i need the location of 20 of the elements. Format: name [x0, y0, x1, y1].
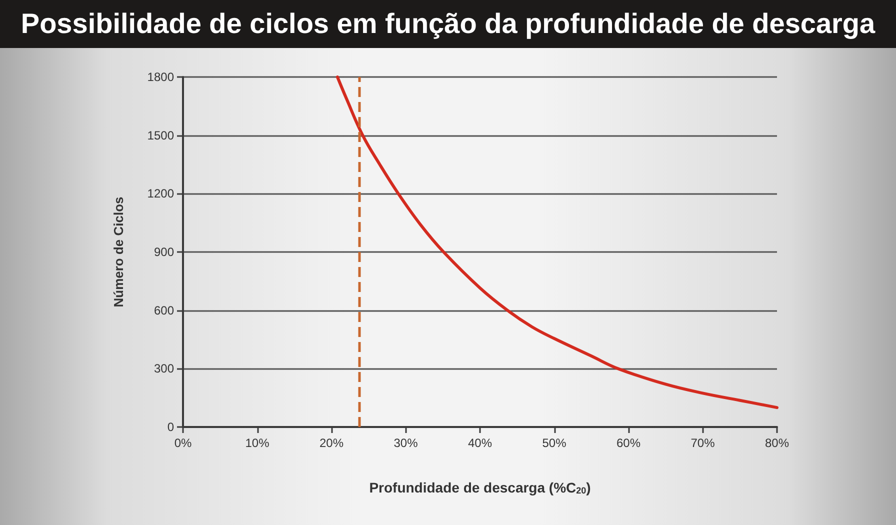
x-tick-label: 0% [174, 436, 192, 450]
x-tick-label: 30% [394, 436, 418, 450]
x-tick-label: 50% [542, 436, 567, 450]
y-tick-label: 1200 [147, 186, 174, 201]
y-tick-label: 300 [154, 362, 174, 376]
line-series [336, 76, 778, 410]
x-tick-label: 70% [690, 436, 716, 450]
x-tick-label: 10% [245, 436, 270, 450]
x-axis-title: Profundidade de descarga (%C20) [369, 480, 591, 496]
y-tick-label: 600 [154, 303, 174, 318]
x-tick-label: 40% [468, 436, 492, 450]
y-tick-label: 1800 [147, 70, 174, 84]
y-tick-label: 1500 [147, 128, 174, 142]
y-axis-title: Número de Ciclos [111, 196, 126, 308]
y-tick-label: 0 [167, 420, 174, 434]
x-tick-label: 60% [616, 436, 641, 450]
x-tick-label: 20% [319, 436, 344, 450]
x-tick-label: 80% [764, 436, 790, 450]
y-tick-label: 900 [154, 245, 174, 259]
chart-title: Possibilidade de ciclos em função da profundidade de descarga [20, 8, 876, 40]
